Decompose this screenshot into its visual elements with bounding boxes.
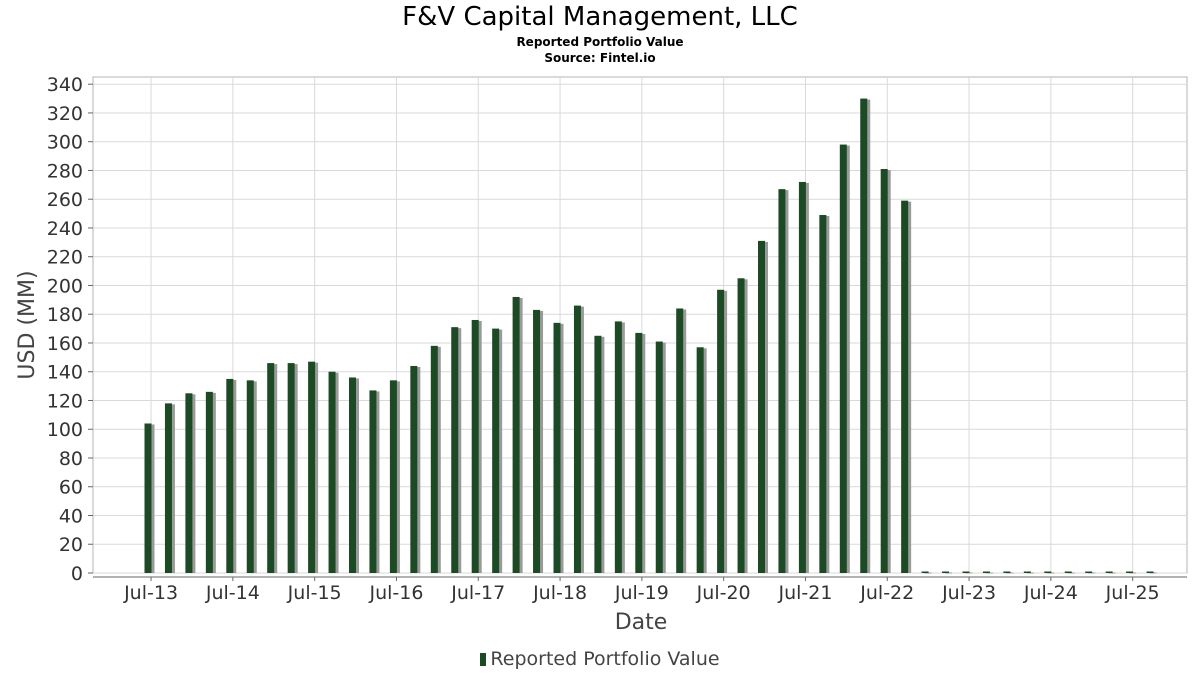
y-tick-label: 320 (47, 103, 83, 125)
x-tick-label: Jul-22 (859, 582, 914, 604)
bar (328, 371, 336, 573)
y-tick-label: 40 (59, 505, 83, 527)
y-tick-label: 60 (59, 477, 83, 499)
bar (901, 200, 909, 574)
bar (880, 169, 888, 573)
bar (267, 363, 275, 573)
bar (839, 144, 847, 573)
bar (676, 308, 684, 573)
bar (1126, 571, 1134, 573)
bar (778, 189, 786, 573)
y-tick-label: 140 (47, 362, 83, 384)
chart-source: Source: Fintel.io (544, 51, 656, 65)
bar (410, 365, 418, 573)
legend-swatch (480, 653, 487, 666)
y-tick-label: 340 (47, 74, 83, 96)
bar (205, 391, 213, 573)
bar (349, 377, 356, 573)
bar (430, 345, 438, 573)
x-tick-label: Jul-18 (532, 582, 587, 604)
bar (164, 403, 172, 573)
bar (982, 571, 990, 573)
bar (1064, 571, 1072, 573)
y-tick-label: 300 (47, 132, 83, 154)
y-tick-label: 100 (47, 419, 83, 441)
bar (492, 328, 500, 573)
y-tick-label: 240 (47, 218, 83, 240)
x-tick-label: Jul-16 (368, 582, 423, 604)
bar (471, 319, 479, 573)
bar (533, 309, 541, 573)
x-tick-label: Jul-19 (614, 582, 669, 604)
bar (246, 380, 254, 573)
x-tick-label: Jul-17 (450, 582, 505, 604)
bar (389, 380, 397, 573)
y-tick-label: 0 (71, 563, 83, 585)
bar (1044, 571, 1052, 573)
bar (512, 296, 520, 573)
bar (635, 332, 643, 573)
x-tick-label: Jul-15 (287, 582, 342, 604)
y-tick-label: 160 (47, 333, 83, 355)
bar (798, 181, 806, 573)
axes: 0 20 40 60 80 100 120 140 160 180 200 220 240 260 280 3… (47, 74, 1187, 604)
bar (758, 240, 765, 574)
bar (860, 98, 868, 573)
bar (553, 322, 561, 573)
bars (144, 98, 1157, 574)
y-tick-label: 260 (47, 189, 83, 211)
bar (185, 393, 193, 573)
y-tick-label: 20 (59, 534, 83, 556)
y-axis-label: USD (MM) (15, 270, 40, 379)
chart-title: F&V Capital Management, LLC (402, 2, 798, 32)
x-tick-label: Jul-13 (123, 582, 178, 604)
x-tick-label: Jul-23 (941, 582, 996, 604)
x-tick-label: Jul-20 (696, 582, 751, 604)
x-tick-label: Jul-21 (777, 582, 832, 604)
bar (308, 361, 316, 573)
bar (819, 215, 827, 573)
bar (655, 341, 663, 573)
bar (369, 390, 377, 573)
bar (737, 278, 745, 573)
bar (451, 327, 459, 573)
x-tick-label: Jul-24 (1023, 582, 1078, 604)
y-tick-label: 180 (47, 304, 83, 326)
bar (717, 289, 725, 573)
bar (1085, 571, 1093, 573)
bar (1023, 571, 1031, 573)
bar (573, 305, 581, 573)
chart-subtitle: Reported Portfolio Value (516, 35, 684, 49)
legend-label: Reported Portfolio Value (490, 648, 720, 670)
y-tick-label: 120 (47, 390, 83, 412)
legend: Reported Portfolio Value (0, 648, 1200, 670)
y-tick-label: 220 (47, 247, 83, 269)
bar (287, 363, 295, 573)
bar (696, 347, 704, 573)
bar (1146, 571, 1154, 573)
bar (921, 571, 929, 573)
bar (614, 321, 622, 573)
bar (226, 378, 234, 573)
y-tick-label: 280 (47, 160, 83, 182)
x-tick-label: Jul-25 (1105, 582, 1160, 604)
x-axis-label: Date (615, 610, 668, 635)
x-tick-label: Jul-14 (205, 582, 260, 604)
bar (144, 423, 152, 573)
y-tick-label: 80 (59, 448, 83, 470)
bar (942, 571, 950, 573)
bar (594, 335, 602, 573)
bar (1105, 571, 1113, 573)
bar (962, 571, 970, 573)
bar (1003, 571, 1011, 573)
y-tick-label: 200 (47, 275, 83, 297)
